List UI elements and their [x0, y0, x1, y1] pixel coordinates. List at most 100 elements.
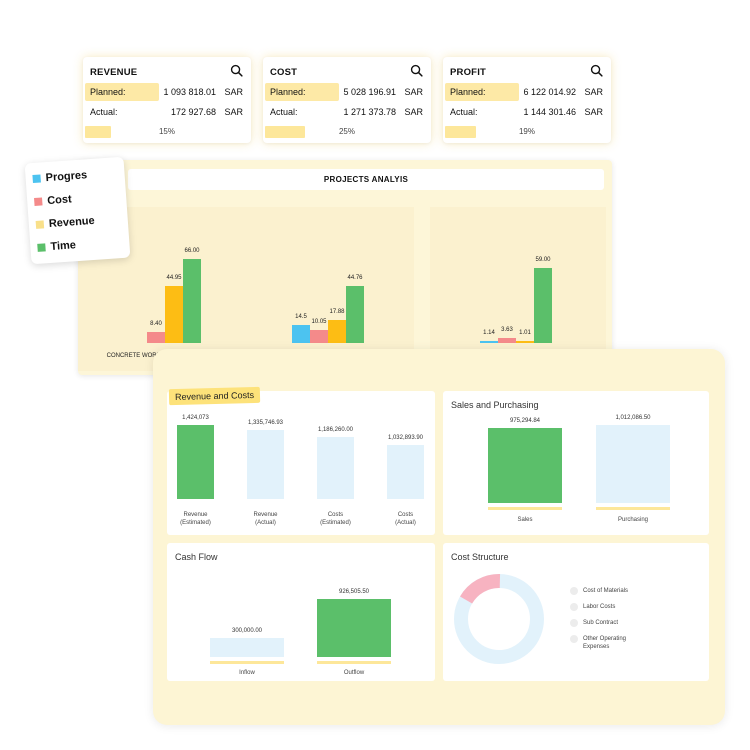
profit-card: PROFIT Planned: 6 122 014.92 SAR Actual:… — [443, 57, 611, 143]
cost-structure-panel: Cost Structure Cost of Materials Labor Co… — [443, 543, 709, 681]
legend-label: Cost — [46, 193, 73, 208]
planned-value: 6 122 014.92 — [523, 87, 576, 97]
legend-label: Revenue — [48, 214, 96, 231]
revenue-costs-panel: Revenue and Costs 1,424,073 Revenue (Estim… — [167, 386, 435, 535]
planned-row: Planned: 1 093 818.01 SAR — [85, 83, 247, 101]
project-bar-time — [183, 259, 201, 343]
legend-swatch — [34, 197, 43, 206]
progress-percent: 15% — [158, 127, 175, 136]
bar-category-label: Sales — [517, 517, 533, 523]
planned-value: 5 028 196.91 — [343, 87, 396, 97]
legend-swatch — [35, 220, 45, 229]
revenue-card: REVENUE Planned: 1 093 818.01 SAR Actual… — [83, 57, 251, 143]
revenue-title: REVENUE — [90, 67, 138, 78]
planned-value: 1 093 818.01 — [163, 87, 216, 97]
bar-category-label: Costs (Actual) — [395, 512, 416, 526]
planned-row: Planned: 5 028 196.91 SAR — [265, 83, 427, 101]
actual-value: 1 271 373.78 — [343, 107, 396, 117]
sales-purchasing-title: Sales and Purchasing — [451, 400, 539, 410]
actual-value: 1 144 301.46 — [523, 107, 576, 117]
legend-item-progres: Progres — [32, 167, 88, 187]
actual-label: Actual: — [270, 107, 298, 117]
project-bar-progres — [480, 341, 498, 343]
legend-dot — [570, 635, 578, 643]
project-bar-value: 14.5 — [295, 313, 307, 320]
project-bar-value: 1.01 — [519, 330, 531, 336]
bar-0 — [488, 427, 562, 503]
bar-value-label: 300,000.00 — [231, 628, 263, 635]
bar-value-label: 926,505.50 — [338, 589, 370, 595]
legend-dot — [570, 603, 578, 611]
bar-category-label: Outflow — [343, 670, 365, 676]
progress-bar — [265, 126, 305, 138]
bar-value-label: 1,032,893.90 — [387, 435, 424, 442]
cost-legend-item: Sub Contract — [570, 619, 618, 627]
project-bar-value: 59.00 — [535, 256, 551, 263]
project-bar-value: 10.05 — [311, 319, 327, 326]
legend-swatch — [32, 174, 41, 184]
bar-baseline — [317, 661, 391, 664]
bar-baseline — [488, 507, 562, 510]
project-bar-value: 3.63 — [501, 327, 513, 334]
bar-category-label: Revenue (Estimated) — [180, 512, 211, 526]
bar-category-label: Costs (Estimated) — [320, 512, 351, 526]
project-bar-cost — [310, 330, 328, 343]
cost-title: COST — [270, 67, 298, 78]
bar-1 — [596, 425, 670, 503]
legend-dot — [570, 619, 578, 627]
planned-highlight — [265, 83, 339, 101]
projects-analysis-title: PROJECTS ANALYIS — [128, 169, 604, 190]
search-icon[interactable] — [590, 64, 603, 77]
bar-0 — [210, 638, 284, 657]
currency-label: SAR — [584, 87, 603, 97]
sales-purchasing-panel: Sales and Purchasing 975,294.84 Sales 1,01… — [443, 391, 709, 535]
bar-1 — [247, 429, 284, 499]
actual-label: Actual: — [450, 107, 478, 117]
currency-label: SAR — [224, 87, 243, 97]
legend-card: Progres Cost Revenue Time — [24, 156, 131, 265]
actual-row: Actual: 172 927.68 SAR — [85, 103, 247, 121]
legend-dot — [570, 587, 578, 595]
cost-legend-item: Cost of Materials — [570, 587, 628, 595]
legend-swatch — [37, 243, 46, 252]
project-bar-value: 44.95 — [166, 274, 182, 281]
bar-baseline — [210, 661, 284, 664]
progress-percent: 19% — [518, 127, 535, 136]
planned-label: Planned: — [90, 87, 126, 97]
bar-0 — [177, 425, 214, 499]
cost-card: COST Planned: 5 028 196.91 SAR Actual: 1… — [263, 57, 431, 143]
bar-3 — [387, 445, 424, 499]
profit-title: PROFIT — [450, 67, 487, 78]
project-bar-value: 1.14 — [483, 330, 495, 336]
legend-item-time: Time — [37, 237, 77, 256]
bar-category-label: Revenue (Actual) — [253, 512, 278, 526]
actual-row: Actual: 1 271 373.78 SAR — [265, 103, 427, 121]
planned-label: Planned: — [450, 87, 486, 97]
bar-value-label: 1,335,746.93 — [247, 419, 284, 426]
cash-flow-title: Cash Flow — [175, 552, 218, 562]
planned-highlight — [445, 83, 519, 101]
currency-label: SAR — [224, 107, 243, 117]
project-bar-value: 17.88 — [329, 309, 345, 316]
currency-label: SAR — [584, 107, 603, 117]
bar-value-label: 1,424,073 — [182, 415, 209, 421]
project-bar-value: 44.76 — [347, 275, 363, 282]
progress-percent: 25% — [338, 127, 355, 136]
actual-row: Actual: 1 144 301.46 SAR — [445, 103, 607, 121]
planned-row: Planned: 6 122 014.92 SAR — [445, 83, 607, 101]
bar-baseline — [596, 507, 670, 510]
legend-label: Time — [50, 239, 77, 253]
currency-label: SAR — [404, 107, 423, 117]
project-bar-cost — [147, 332, 165, 343]
legend-item-revenue: Revenue — [35, 213, 95, 233]
bar-value-label: 975,294.84 — [509, 417, 541, 424]
project-bar-value: 8.40 — [150, 321, 162, 328]
legend-label: Progres — [45, 169, 88, 185]
actual-value: 172 927.68 — [170, 107, 216, 117]
project-bar-value: 66.00 — [184, 248, 200, 254]
project-bar-progres — [292, 324, 310, 343]
search-icon[interactable] — [230, 64, 243, 77]
bar-category-label: Purchasing — [617, 517, 649, 523]
search-icon[interactable] — [410, 64, 423, 77]
